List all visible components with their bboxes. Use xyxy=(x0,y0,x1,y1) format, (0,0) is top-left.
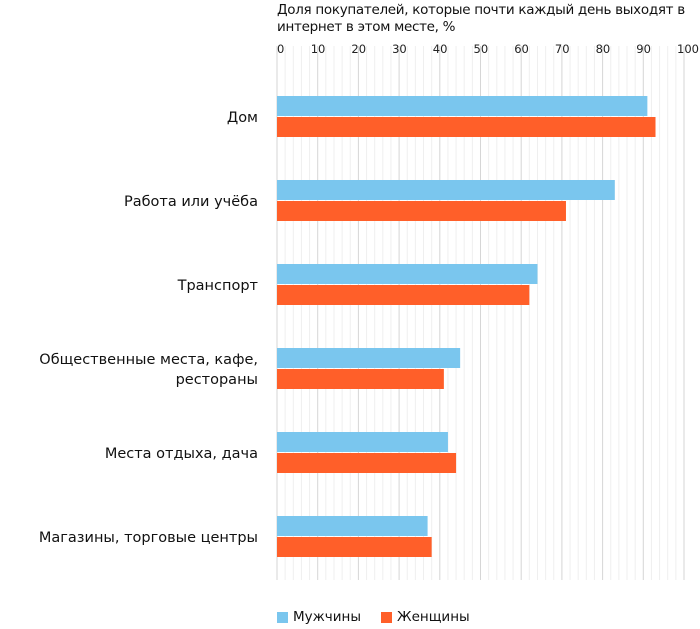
bar-women xyxy=(277,117,656,137)
bar-women xyxy=(277,369,444,389)
legend-label-women: Женщины xyxy=(397,609,470,625)
bar-men xyxy=(277,264,538,284)
bar-men xyxy=(277,96,648,116)
legend-item-men: Мужчины xyxy=(277,609,361,625)
legend-swatch-men xyxy=(277,611,288,623)
x-tick-label: 100 xyxy=(677,42,699,56)
bar-women xyxy=(277,285,530,305)
x-tick-label: 90 xyxy=(636,42,651,56)
x-tick-label: 60 xyxy=(514,42,529,56)
x-tick-label: 40 xyxy=(433,42,448,56)
category-label: Работа или учёба xyxy=(124,194,258,210)
x-tick-label: 10 xyxy=(311,42,326,56)
bar-men xyxy=(277,432,448,452)
bar-women xyxy=(277,201,566,221)
legend-item-women: Женщины xyxy=(381,609,470,625)
category-label: Магазины, торговые центры xyxy=(39,530,258,546)
x-tick-label: 0 xyxy=(277,42,284,56)
x-tick-label: 30 xyxy=(392,42,407,56)
category-label: Места отдыха, дача xyxy=(105,446,258,462)
legend-label-men: Мужчины xyxy=(293,609,362,625)
category-label: рестораны xyxy=(176,372,258,388)
bar-men xyxy=(277,348,461,368)
x-tick-label: 50 xyxy=(474,42,489,56)
bar-women xyxy=(277,453,457,473)
x-tick-label: 70 xyxy=(555,42,570,56)
category-label: Дом xyxy=(227,110,258,126)
x-tick-label: 80 xyxy=(596,42,611,56)
category-label: Транспорт xyxy=(177,278,259,294)
chart-title: Доля покупателей, которые почти каждый д… xyxy=(277,2,685,35)
legend-swatch-women xyxy=(381,611,393,623)
category-label: Общественные места, кафе, xyxy=(39,352,258,368)
bar-men xyxy=(277,516,428,536)
legend: Мужчины Женщины xyxy=(277,609,470,625)
x-tick-label: 20 xyxy=(351,42,366,56)
bar-men xyxy=(277,180,615,200)
bar-women xyxy=(277,537,432,557)
